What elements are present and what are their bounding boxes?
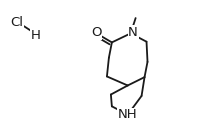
Text: N: N: [128, 26, 138, 39]
Text: Cl: Cl: [10, 16, 23, 29]
Text: NH: NH: [118, 108, 138, 121]
Text: H: H: [31, 29, 41, 42]
Text: O: O: [91, 26, 102, 39]
